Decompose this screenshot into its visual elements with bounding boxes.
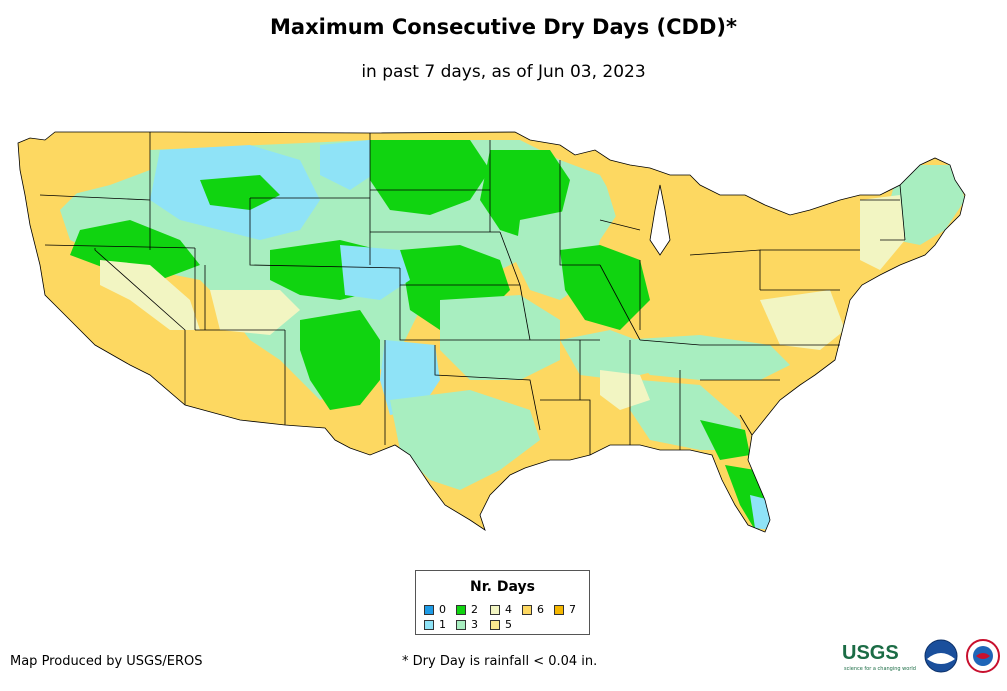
noaa-logo-icon bbox=[924, 639, 958, 673]
legend-swatch bbox=[424, 604, 434, 615]
credit-text: Map Produced by USGS/EROS bbox=[10, 654, 203, 669]
legend-item-3: 3 bbox=[456, 618, 478, 631]
lake-michigan bbox=[649, 184, 671, 256]
legend-label: 6 bbox=[537, 603, 544, 616]
agency-logos: USGS science for a changing world bbox=[842, 638, 1002, 678]
legend-label: 1 bbox=[439, 618, 446, 631]
usgs-logo: USGS bbox=[842, 642, 899, 664]
legend-label: 7 bbox=[569, 603, 576, 616]
legend-swatch bbox=[554, 604, 564, 615]
legend-item-1: 1 bbox=[424, 618, 446, 631]
legend-item-7: 7 bbox=[554, 603, 576, 616]
usgs-tagline: science for a changing world bbox=[844, 666, 916, 672]
legend-swatch bbox=[424, 619, 434, 630]
map-title: Maximum Consecutive Dry Days (CDD)* bbox=[270, 15, 737, 39]
legend-label: 2 bbox=[471, 603, 478, 616]
dry-days-raster bbox=[18, 132, 965, 532]
nws-logo-icon bbox=[966, 639, 1000, 673]
legend-swatch bbox=[490, 604, 500, 615]
legend-item-4: 4 bbox=[490, 603, 512, 616]
legend-label: 5 bbox=[505, 618, 512, 631]
legend-title: Nr. Days bbox=[470, 579, 535, 595]
legend-item-5: 5 bbox=[490, 618, 512, 631]
legend-item-2: 2 bbox=[456, 603, 478, 616]
legend-item-6: 6 bbox=[522, 603, 544, 616]
legend-swatch bbox=[522, 604, 532, 615]
legend-swatch bbox=[456, 619, 466, 630]
legend-item-0: 0 bbox=[424, 603, 446, 616]
legend-label: 4 bbox=[505, 603, 512, 616]
legend-label: 3 bbox=[471, 618, 478, 631]
footnote-text: * Dry Day is rainfall < 0.04 in. bbox=[402, 654, 598, 669]
legend-swatch bbox=[456, 604, 466, 615]
map-subtitle: in past 7 days, as of Jun 03, 2023 bbox=[361, 62, 646, 82]
state-boundaries bbox=[17, 131, 966, 533]
legend-label: 0 bbox=[439, 603, 446, 616]
legend: Nr. Days 0 1 2 3 4 5 6 7 bbox=[415, 570, 590, 635]
legend-swatch bbox=[490, 619, 500, 630]
